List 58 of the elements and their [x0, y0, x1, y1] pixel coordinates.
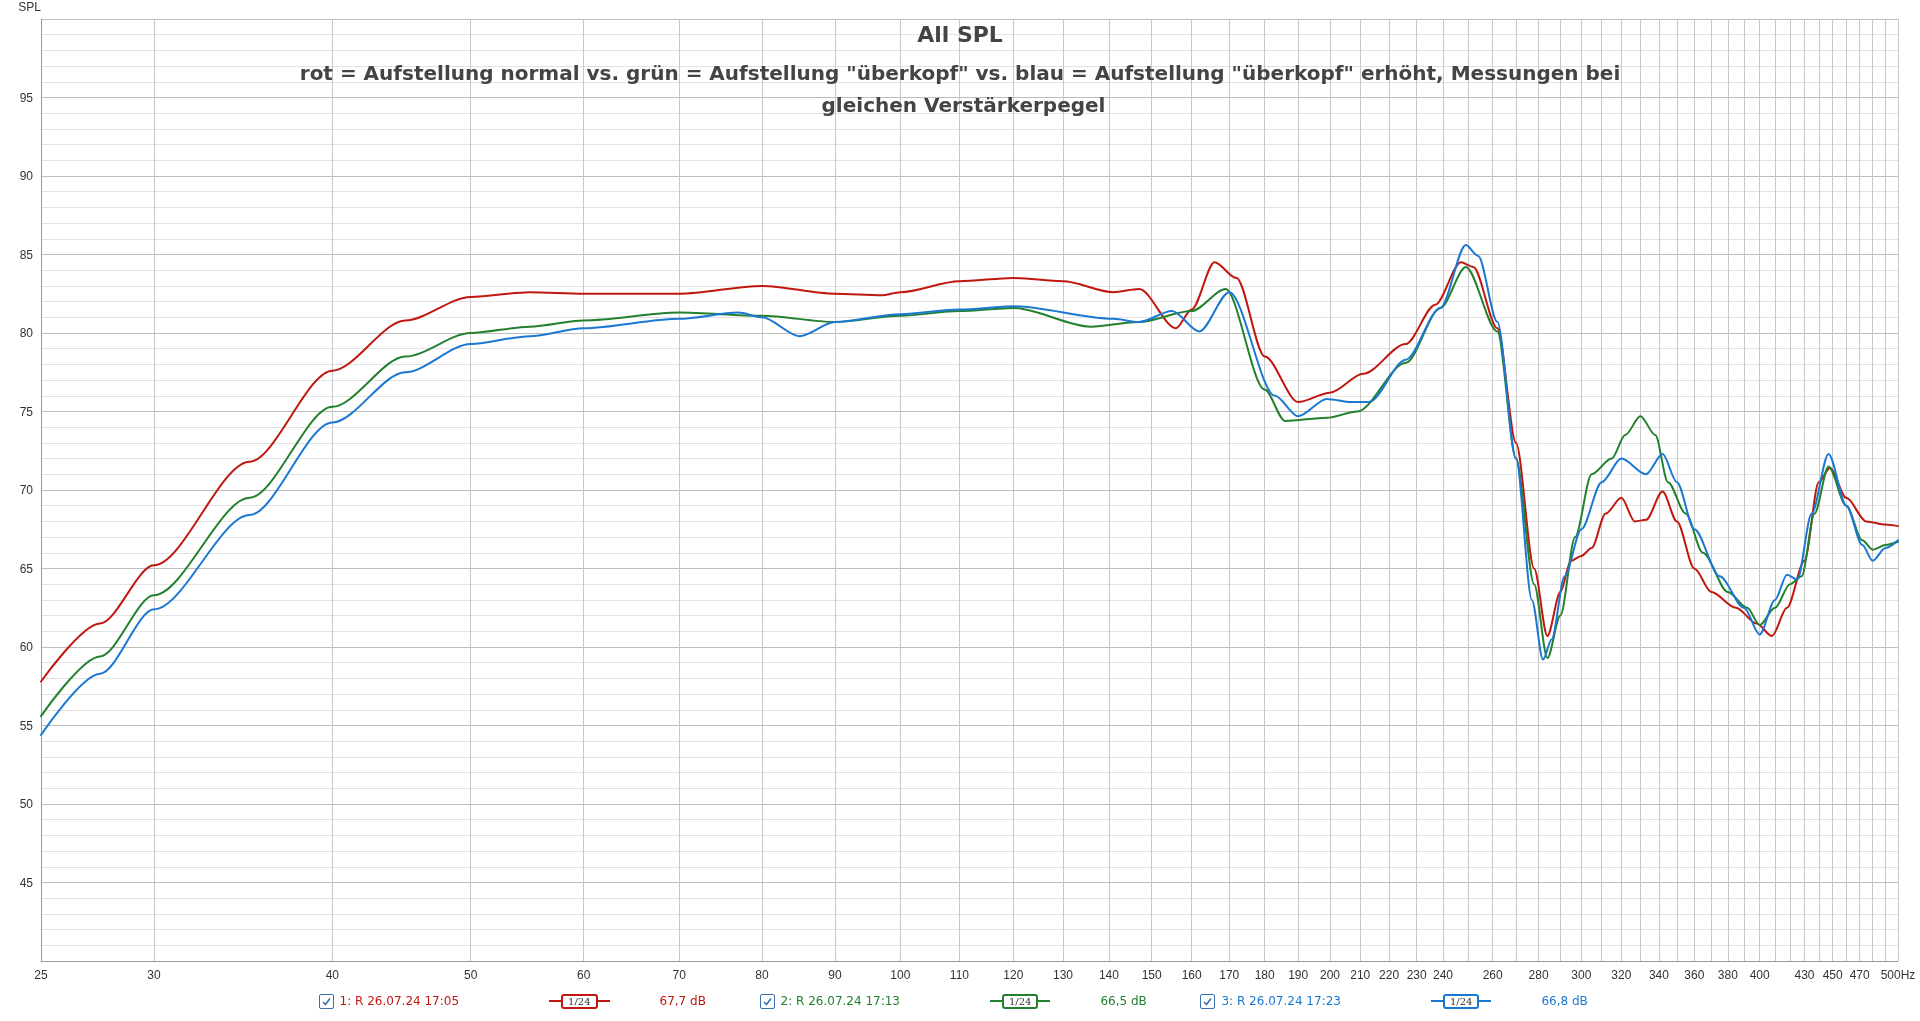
y-tick-label: 90 [19, 169, 34, 183]
x-tick-label: 230 [1406, 968, 1427, 982]
x-tick-label: 340 [1648, 968, 1670, 982]
y-axis-title: SPL [18, 0, 42, 14]
text: 3: R 26.07.24 17:23 [1221, 994, 1341, 1008]
x-tick-label: 260 [1482, 968, 1503, 982]
x-tick-label: 130 [1052, 968, 1074, 982]
x-tick-label: 190 [1288, 968, 1309, 982]
text: 67,7 dB [659, 994, 707, 1008]
x-tick-label: 500Hz [1880, 968, 1916, 982]
x-tick-label: 170 [1219, 968, 1240, 982]
x-tick-label: 470 [1849, 968, 1870, 982]
x-tick-label: 40 [325, 968, 340, 982]
x-tick-label: 25 [34, 968, 48, 982]
x-tick-label: 140 [1098, 968, 1120, 982]
x-tick-label: 160 [1181, 968, 1203, 982]
y-tick-label: 60 [19, 640, 34, 654]
x-tick-label: 430 [1794, 968, 1815, 982]
text: 1/24 [561, 993, 598, 1009]
x-tick-label: 220 [1379, 968, 1400, 982]
text: 1/24 [1002, 993, 1039, 1009]
x-tick-label: 300 [1571, 968, 1592, 982]
y-tick-label: 55 [19, 718, 34, 733]
x-tick-label: 70 [672, 968, 687, 982]
x-tick-label: 110 [949, 968, 970, 982]
y-tick-label: 95 [19, 90, 34, 105]
x-tick-label: 200 [1319, 968, 1341, 982]
chart-title: All SPL [917, 21, 1003, 47]
text: 1/24 [1442, 993, 1480, 1009]
x-tick-label: 90 [828, 968, 843, 982]
text: 66,5 dB [1100, 994, 1148, 1008]
x-tick-label: 360 [1684, 968, 1705, 982]
x-tick-label: 380 [1717, 968, 1739, 982]
x-tick-label: 80 [755, 968, 770, 982]
y-tick-label: 65 [19, 561, 34, 576]
x-tick-label: 320 [1611, 968, 1632, 982]
text: 66,8 dB [1541, 994, 1589, 1008]
x-tick-label: 30 [147, 968, 162, 982]
x-tick-label: 100 [890, 968, 911, 982]
x-tick-label: 150 [1141, 968, 1163, 982]
y-tick-label: 70 [19, 483, 34, 497]
text: 1: R 26.07.24 17:05 [339, 994, 460, 1008]
y-tick-label: 50 [19, 797, 34, 811]
y-tick-label: 75 [19, 404, 34, 419]
x-tick-label: 60 [577, 968, 591, 982]
x-tick-label: 180 [1254, 968, 1276, 982]
x-tick-label: 120 [1003, 968, 1024, 982]
x-tick-label: 210 [1350, 968, 1371, 982]
x-tick-label: 400 [1749, 968, 1771, 982]
x-tick-label: 240 [1433, 968, 1454, 982]
x-tick-label: 280 [1528, 968, 1549, 982]
y-tick-label: 80 [19, 326, 34, 340]
y-tick-label: 85 [19, 247, 34, 262]
x-tick-label: 450 [1822, 968, 1844, 982]
text: rot = Aufstellung normal vs. grün = Aufstellung "überkopf" vs. blau = Aufstellung "überkopf" erhöht, Messungen bei gleichen Verstärkerpegel [299, 61, 1621, 117]
y-tick-label: 45 [19, 875, 34, 890]
text: 2: R 26.07.24 17:13 [780, 994, 900, 1008]
x-tick-label: 50 [463, 968, 478, 982]
